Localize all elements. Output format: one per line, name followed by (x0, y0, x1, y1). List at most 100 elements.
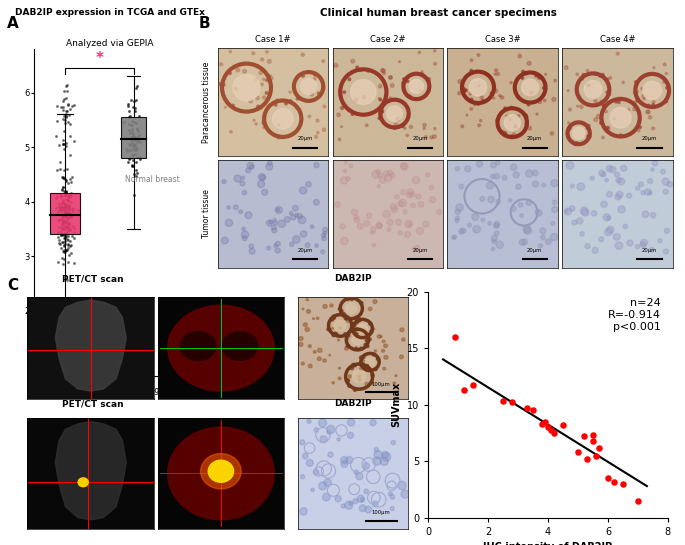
Point (124, 154, 135, 162)
Circle shape (284, 216, 290, 222)
Circle shape (220, 82, 223, 86)
Circle shape (314, 199, 319, 205)
Point (51, 165, 62, 174)
Circle shape (395, 195, 399, 199)
Circle shape (299, 187, 307, 194)
Point (134, 155, 145, 163)
Circle shape (360, 356, 363, 359)
Circle shape (504, 132, 507, 135)
Point (58, 183, 68, 191)
Point (57, 216, 68, 225)
Circle shape (642, 94, 646, 98)
Circle shape (372, 171, 379, 178)
Point (588, 431, 599, 440)
Point (58, 217, 68, 226)
Point (125, 95, 136, 104)
Circle shape (495, 231, 499, 235)
Circle shape (275, 248, 280, 253)
Circle shape (525, 114, 527, 116)
Point (60, 209, 71, 218)
Circle shape (322, 59, 325, 63)
Point (132, 125, 142, 134)
Circle shape (338, 367, 340, 369)
Circle shape (658, 239, 662, 243)
Point (58, 216, 69, 225)
Point (57, 198, 68, 207)
Circle shape (390, 495, 395, 499)
Circle shape (272, 228, 277, 233)
Point (49, 328, 60, 337)
Circle shape (551, 179, 558, 187)
Text: 20μm: 20μm (412, 248, 427, 253)
Circle shape (511, 207, 516, 211)
Point (582, 455, 593, 463)
Point (53, 216, 64, 225)
Circle shape (351, 364, 355, 366)
Point (52, 101, 63, 110)
Point (56, 173, 67, 181)
Point (543, 423, 553, 432)
Circle shape (346, 379, 349, 382)
Circle shape (380, 457, 388, 465)
Circle shape (634, 92, 636, 94)
Circle shape (410, 125, 412, 129)
Point (56, 340, 67, 348)
Circle shape (323, 231, 327, 235)
Circle shape (586, 127, 589, 130)
Circle shape (382, 451, 388, 458)
Point (632, 496, 643, 505)
Circle shape (662, 81, 665, 83)
Point (62, 332, 73, 341)
Circle shape (303, 453, 308, 459)
Point (66, 326, 77, 335)
Circle shape (345, 347, 349, 350)
Circle shape (490, 174, 495, 179)
Circle shape (618, 178, 625, 185)
Circle shape (346, 177, 351, 181)
Circle shape (609, 166, 616, 173)
Point (67, 324, 78, 332)
Point (55, 342, 66, 350)
Point (58, 237, 68, 246)
Point (617, 480, 628, 488)
Text: DAB2IP expression in TCGA and GTEx: DAB2IP expression in TCGA and GTEx (14, 8, 205, 17)
Point (126, 140, 137, 148)
Point (59, 199, 70, 208)
Circle shape (606, 127, 610, 130)
Circle shape (168, 427, 274, 520)
Circle shape (469, 92, 472, 95)
Circle shape (257, 105, 260, 108)
Circle shape (382, 69, 386, 72)
Circle shape (310, 93, 314, 96)
Circle shape (564, 210, 568, 213)
Circle shape (310, 225, 314, 228)
Circle shape (322, 88, 325, 90)
Circle shape (522, 79, 538, 96)
Circle shape (433, 135, 436, 138)
Point (61, 212, 72, 221)
Point (56, 219, 67, 228)
Circle shape (528, 126, 532, 130)
Circle shape (406, 80, 409, 82)
Circle shape (536, 113, 538, 115)
Point (62, 196, 73, 204)
Point (58, 204, 68, 213)
Circle shape (436, 210, 442, 215)
Circle shape (362, 95, 366, 99)
Circle shape (305, 243, 310, 247)
Circle shape (573, 127, 585, 140)
Point (60, 231, 71, 239)
Point (124, 146, 135, 155)
Circle shape (503, 107, 506, 110)
Point (128, 146, 139, 155)
Circle shape (399, 355, 403, 359)
Circle shape (300, 231, 307, 237)
Point (55, 191, 66, 199)
Circle shape (577, 218, 583, 224)
Circle shape (510, 82, 512, 84)
Point (56, 215, 67, 223)
Circle shape (252, 52, 255, 54)
Point (66, 322, 77, 330)
Circle shape (313, 469, 319, 475)
Point (122, 100, 133, 109)
